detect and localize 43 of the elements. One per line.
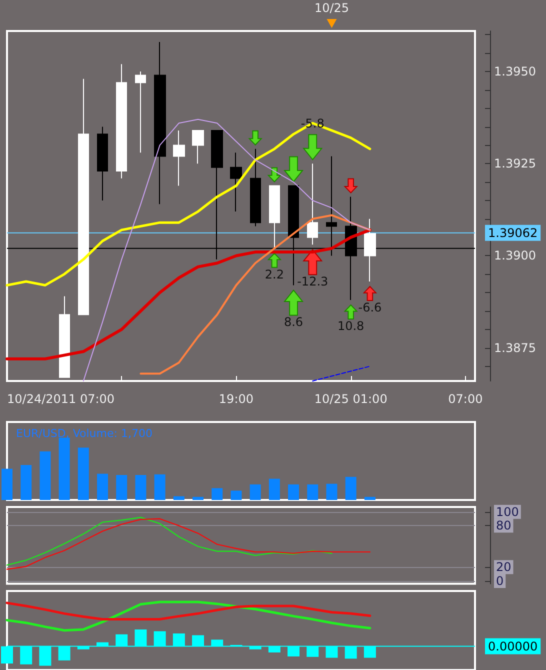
annotation: 8.6 [284, 315, 304, 330]
y-tick-label: 0 [496, 574, 504, 588]
ref-line-label: 1.39062 [488, 226, 538, 240]
y-tick-label: 1.3875 [494, 340, 536, 355]
x-tick-label: 07:00 [448, 392, 483, 406]
bar [364, 496, 376, 500]
bar [307, 484, 318, 500]
bar [173, 496, 184, 500]
annotation: -12.3 [297, 274, 328, 289]
bar [40, 451, 51, 500]
bar [20, 465, 32, 500]
line-series [6, 516, 332, 566]
annotation: 2.2 [264, 267, 284, 282]
bar [135, 475, 146, 500]
line-series [6, 518, 371, 570]
bar [230, 490, 242, 500]
bar [326, 484, 338, 500]
bar [288, 484, 300, 500]
bar [97, 474, 108, 500]
y-tick-label: 100 [496, 504, 519, 519]
bar [58, 438, 70, 500]
bar [116, 475, 128, 500]
bar [192, 496, 204, 500]
x-tick-label: 19:00 [218, 392, 254, 406]
x-tick-label: 10/25 01:00 [314, 392, 388, 406]
y-tick-label: 1.3950 [494, 64, 536, 79]
bar [268, 478, 280, 500]
y-tick-label: 1.3900 [494, 248, 536, 263]
bar [250, 484, 261, 500]
annotation: -6.6 [358, 300, 382, 315]
annotation: 10.8 [337, 318, 364, 333]
y-tick-label: 20 [496, 560, 512, 574]
text: 10/25 [314, 1, 350, 15]
chart-title: EUR/USD, Volume: 1,700 [16, 427, 152, 440]
bar [78, 448, 89, 500]
y-tick-label: 1.3925 [494, 156, 536, 171]
bar [2, 468, 12, 500]
y-tick-label: 80 [496, 518, 512, 533]
bar [212, 488, 223, 500]
x-tick-label: 10/24/2011 07:00 [7, 392, 115, 406]
ref-line-label: 0.00000 [488, 639, 538, 654]
bar [154, 474, 166, 500]
bar [345, 476, 356, 500]
